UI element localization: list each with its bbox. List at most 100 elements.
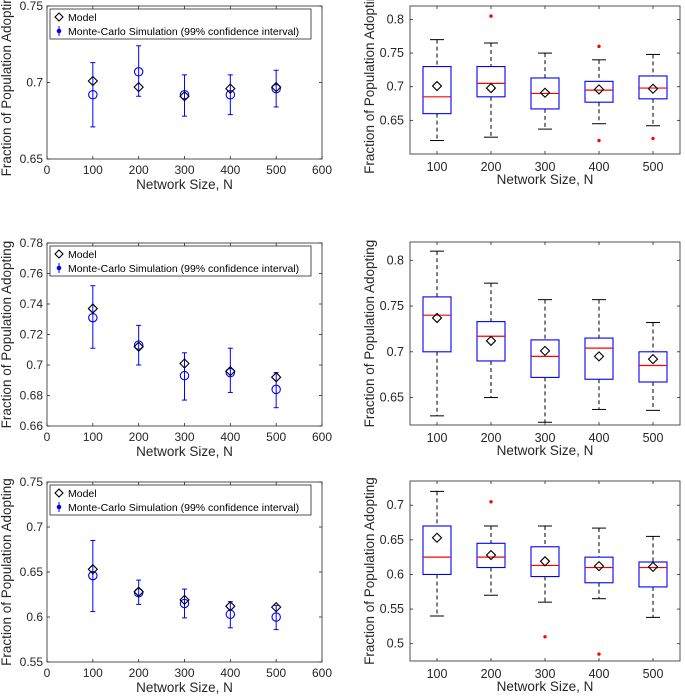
y-axis-label: Fraction of Population Adopting <box>0 0 14 176</box>
legend-model-label: Model <box>68 249 97 261</box>
y-axis-label: Fraction of Population Adopting <box>362 240 377 428</box>
x-axis-label: Network Size, N <box>497 172 594 187</box>
mean-marker <box>485 82 497 94</box>
model-point <box>179 358 190 369</box>
x-tick-label: 100 <box>427 160 448 174</box>
x-tick-label: 500 <box>266 666 286 680</box>
y-tick-label: 0.55 <box>380 602 404 616</box>
box-500 <box>638 322 668 411</box>
x-tick-label: 0 <box>44 430 51 444</box>
legend-model-marker <box>54 12 64 22</box>
outlier-point <box>489 500 493 504</box>
legend-box <box>49 8 312 40</box>
x-tick-label: 200 <box>129 430 149 444</box>
legend-box <box>49 484 312 516</box>
mean-marker <box>593 560 605 572</box>
outlier-point <box>597 138 601 143</box>
legend-sim-marker <box>56 504 62 510</box>
simulation-point <box>271 612 281 622</box>
box-300 <box>530 299 560 423</box>
mean-marker <box>647 561 659 573</box>
model-point <box>270 601 282 613</box>
legend-model-marker <box>54 249 64 259</box>
box-300 <box>530 525 560 639</box>
simulation-point <box>271 83 281 94</box>
mean-marker <box>485 549 497 561</box>
y-tick-label: 0.7 <box>26 358 43 372</box>
y-tick-label: 0.55 <box>20 655 44 669</box>
x-tick-label: 100 <box>427 431 448 445</box>
simulation-point <box>271 384 281 395</box>
y-tick-label: 0.7 <box>387 345 404 359</box>
model-point <box>87 75 99 87</box>
y-axis-label: Fraction of Population Adopting <box>0 478 14 666</box>
legend-box <box>49 245 312 277</box>
x-axis-label: Network Size, N <box>136 177 233 192</box>
mean-marker <box>431 532 443 544</box>
mean-marker <box>431 80 443 92</box>
y-tick-label: 0.8 <box>387 253 404 267</box>
box-iqr <box>638 351 668 383</box>
mean-marker <box>593 84 605 95</box>
box-100 <box>422 250 452 417</box>
box-iqr <box>422 525 452 576</box>
box-iqr <box>422 65 452 115</box>
y-tick-label: 0.8 <box>387 12 404 26</box>
legend: Model Monte-Carlo Simulation (99% confide… <box>49 245 312 277</box>
outlier-point <box>597 652 601 656</box>
box-chart-3: Fraction of Population Adopting Network S… <box>362 240 681 458</box>
mean-marker <box>647 83 659 95</box>
x-tick-label: 300 <box>535 431 556 445</box>
x-tick-label: 200 <box>129 163 149 177</box>
x-axis-label: Network Size, N <box>136 444 233 459</box>
x-tick-label: 100 <box>427 667 448 681</box>
mean-marker <box>593 351 605 362</box>
x-tick-label: 100 <box>83 430 103 444</box>
x-tick-label: 200 <box>481 667 502 681</box>
model-point <box>270 371 282 383</box>
y-axis-label: Fraction of Population Adopting <box>362 477 377 665</box>
legend-model-marker <box>54 488 64 498</box>
model-point <box>133 341 144 352</box>
box-iqr <box>584 337 614 380</box>
mean-marker <box>431 312 443 324</box>
mean-marker <box>539 87 551 99</box>
y-tick-label: 0.6 <box>387 567 404 581</box>
x-tick-label: 400 <box>589 667 610 681</box>
box-chart-5: Fraction of Population Adopting Network S… <box>362 477 681 694</box>
simulation-point <box>88 570 98 581</box>
simulation-point <box>133 67 144 77</box>
box-400 <box>584 44 614 143</box>
y-tick-label: 0.7 <box>26 76 43 90</box>
x-tick-label: 300 <box>174 666 194 680</box>
y-tick-label: 0.75 <box>20 475 44 489</box>
y-tick-label: 0.78 <box>20 236 44 250</box>
y-tick-label: 0.75 <box>380 46 404 60</box>
x-tick-label: 500 <box>643 160 664 174</box>
x-tick-label: 400 <box>589 160 610 174</box>
box-iqr <box>530 339 560 378</box>
scatter-chart-4: Fraction of Population Adopting Network S… <box>0 475 332 695</box>
y-tick-label: 0.7 <box>387 80 404 94</box>
y-tick-label: 0.65 <box>20 152 44 166</box>
scatter-chart-2: Fraction of Population Adopting Network S… <box>0 236 332 459</box>
legend-sim-label: Monte-Carlo Simulation (99% confidence i… <box>68 263 299 275</box>
box-500 <box>638 535 668 618</box>
legend-model-label: Model <box>68 488 97 500</box>
mean-marker <box>539 345 551 357</box>
outlier-point <box>651 136 655 141</box>
box-200 <box>476 282 506 399</box>
x-tick-label: 500 <box>643 667 664 681</box>
x-tick-label: 400 <box>220 430 240 444</box>
mean-marker <box>539 556 551 567</box>
model-point <box>179 594 190 606</box>
box-iqr <box>530 546 560 578</box>
simulation-point <box>133 340 144 350</box>
legend-sim-marker <box>56 265 62 271</box>
y-tick-label: 0.65 <box>380 533 404 547</box>
legend: Model Monte-Carlo Simulation (99% confide… <box>49 8 312 40</box>
y-tick-label: 0.65 <box>20 565 44 579</box>
box-iqr <box>422 296 452 353</box>
box-iqr <box>476 65 506 98</box>
legend-sim-label: Monte-Carlo Simulation (99% confidence i… <box>68 502 299 514</box>
